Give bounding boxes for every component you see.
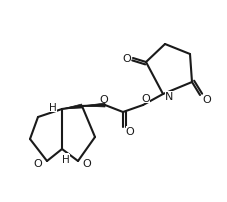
Text: O: O xyxy=(34,158,42,168)
Text: O: O xyxy=(83,158,91,168)
Text: O: O xyxy=(100,95,108,104)
Text: O: O xyxy=(203,95,211,104)
Text: H: H xyxy=(62,154,70,164)
Text: H: H xyxy=(49,102,57,113)
Text: H: H xyxy=(61,153,69,163)
Polygon shape xyxy=(82,103,105,107)
Text: O: O xyxy=(123,54,131,64)
Text: N: N xyxy=(165,92,173,101)
Text: O: O xyxy=(126,126,134,136)
Polygon shape xyxy=(62,104,82,109)
Text: O: O xyxy=(142,94,150,103)
Text: H: H xyxy=(48,101,56,112)
